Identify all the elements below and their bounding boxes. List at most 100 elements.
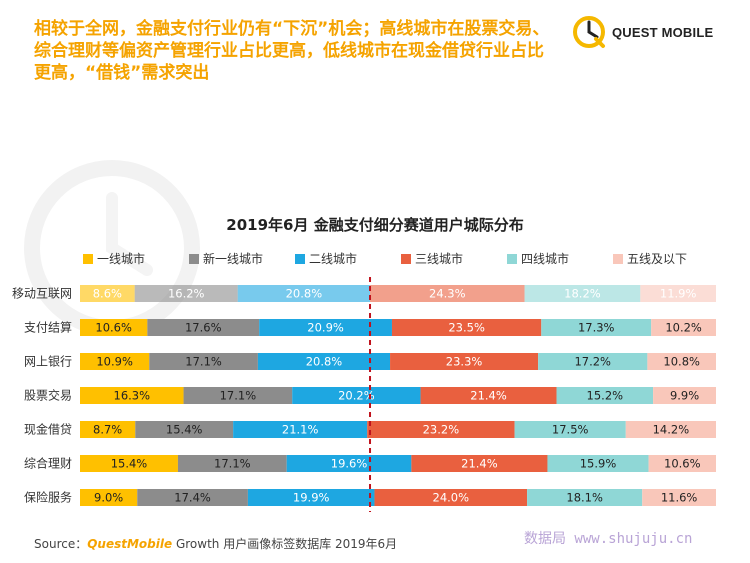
data-label: 20.8% <box>286 287 323 301</box>
bar-segment <box>647 353 716 370</box>
bar-segment <box>527 489 643 506</box>
data-label: 10.6% <box>95 321 132 335</box>
bar-segment <box>80 455 178 472</box>
category-label: 现金借贷 <box>24 422 72 437</box>
data-label: 9.0% <box>94 491 123 505</box>
data-label: 17.6% <box>185 321 222 335</box>
data-label: 23.2% <box>423 423 460 437</box>
bar-segment <box>538 353 648 370</box>
data-label: 21.4% <box>461 457 498 471</box>
bar-segment <box>247 489 375 506</box>
category-label: 网上银行 <box>24 355 72 369</box>
data-label: 8.7% <box>93 423 122 437</box>
bar-segment <box>514 421 626 438</box>
category-label: 保险服务 <box>24 490 72 505</box>
data-label: 9.9% <box>670 389 699 403</box>
bar-segment <box>259 319 392 336</box>
legend-swatch <box>83 254 93 264</box>
data-label: 23.5% <box>448 321 485 335</box>
legend-label: 三线城市 <box>415 251 463 266</box>
bar-segment <box>80 387 184 404</box>
data-label: 24.0% <box>433 491 470 505</box>
bar-segment <box>648 455 716 472</box>
legend-swatch <box>507 254 517 264</box>
bar-segment <box>640 285 716 302</box>
data-label: 17.4% <box>174 491 211 505</box>
data-label: 17.2% <box>574 355 611 369</box>
data-label: 8.6% <box>93 287 122 301</box>
bar-segment <box>134 285 238 302</box>
data-label: 10.8% <box>663 355 700 369</box>
legend-swatch <box>295 254 305 264</box>
legend-label: 五线及以下 <box>627 252 687 266</box>
category-label: 股票交易 <box>24 388 72 403</box>
site-watermark: 数据局 www.shujuju.cn <box>524 531 693 547</box>
data-label: 16.2% <box>168 287 205 301</box>
data-label: 15.4% <box>111 457 148 471</box>
bar-segment <box>149 353 258 370</box>
data-label: 15.4% <box>166 423 203 437</box>
data-label: 17.1% <box>185 355 222 369</box>
data-label: 17.1% <box>214 457 251 471</box>
data-label: 21.1% <box>282 423 319 437</box>
data-label: 20.9% <box>307 321 344 335</box>
data-label: 10.9% <box>96 355 133 369</box>
source-text: Growth 用户画像标签数据库 2019年6月 <box>172 537 398 551</box>
source-brand: QuestMobile <box>87 537 173 551</box>
data-label: 23.3% <box>446 355 483 369</box>
bar-segment <box>420 387 557 404</box>
data-label: 17.1% <box>220 389 257 403</box>
data-label: 20.8% <box>306 355 343 369</box>
data-label: 11.9% <box>660 287 697 301</box>
bar-segment <box>292 387 421 404</box>
bar-segment <box>411 455 548 472</box>
brand-name: QUEST MOBILE <box>612 24 714 40</box>
data-label: 16.3% <box>114 389 151 403</box>
bar-segment <box>257 353 391 370</box>
legend-label: 新一线城市 <box>203 251 263 266</box>
bar-segment <box>233 421 368 438</box>
bar-segment <box>367 421 515 438</box>
bar-segment <box>391 319 542 336</box>
category-label: 移动互联网 <box>12 287 72 301</box>
headline: 相较于全网，金融支付行业仍有“下沉”机会；高线城市在股票交易、综合理财等偏资产管… <box>34 19 550 83</box>
bar-segment <box>653 387 716 404</box>
questmobile-logo-icon <box>573 16 605 48</box>
bar-segment <box>625 421 716 438</box>
legend-label: 一线城市 <box>97 251 145 266</box>
bar-segment <box>524 285 641 302</box>
data-label: 15.9% <box>580 457 617 471</box>
data-label: 17.5% <box>552 423 589 437</box>
legend-swatch <box>189 254 199 264</box>
legend-swatch <box>613 254 623 264</box>
source-note: Source：QuestMobile Growth 用户画像标签数据库 2019… <box>34 535 397 552</box>
data-label: 17.3% <box>578 321 615 335</box>
data-label: 15.2% <box>587 389 624 403</box>
data-label: 14.2% <box>653 423 690 437</box>
bar-segment <box>80 319 148 336</box>
data-label: 18.1% <box>566 491 603 505</box>
bar-segment <box>80 285 135 302</box>
legend-swatch <box>401 254 411 264</box>
legend-label: 二线城市 <box>309 251 357 266</box>
data-label: 11.6% <box>661 491 698 505</box>
bar-segment <box>80 353 150 370</box>
bar-segment <box>80 421 136 438</box>
bar-segment <box>556 387 654 404</box>
bar-segment <box>286 455 412 472</box>
bar-segment <box>183 387 293 404</box>
bar-segment <box>135 421 234 438</box>
brand-logo: QUEST MOBILE <box>572 14 742 50</box>
chart-title: 2019年6月 金融支付细分赛道用户城际分布 <box>226 216 524 234</box>
data-label: 18.2% <box>564 287 601 301</box>
bar-segment <box>390 353 539 370</box>
bar-segment <box>541 319 652 336</box>
bar-segment <box>642 489 716 506</box>
data-label: 20.2% <box>338 389 375 403</box>
data-label: 10.2% <box>665 321 702 335</box>
bar-segment <box>651 319 716 336</box>
category-label: 综合理财 <box>24 456 72 471</box>
legend-label: 四线城市 <box>521 251 569 266</box>
bar-segment <box>80 489 138 506</box>
